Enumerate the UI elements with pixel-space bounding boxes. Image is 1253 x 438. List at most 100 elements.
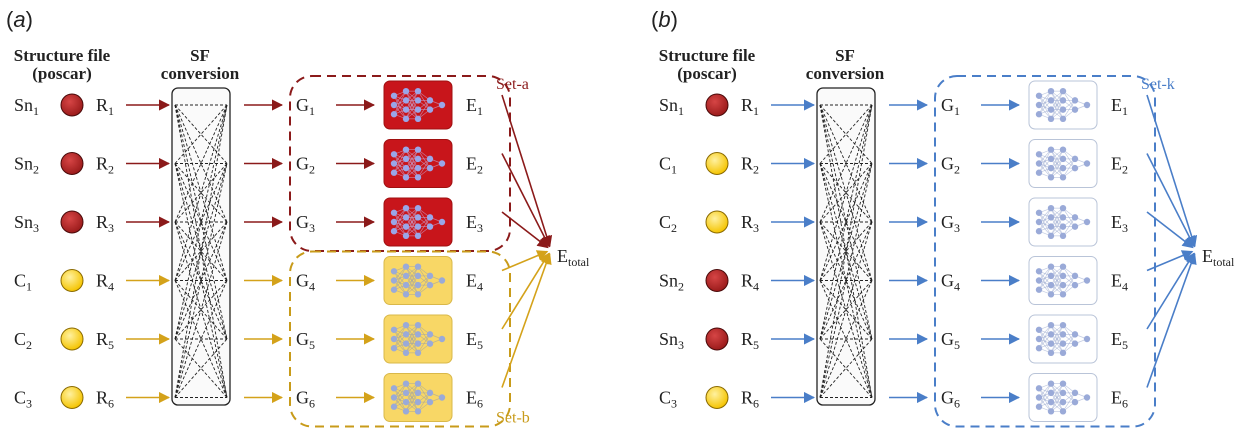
set-box — [934, 75, 1156, 428]
descriptor-label: G2 — [296, 154, 315, 177]
descriptor-label: G4 — [941, 271, 960, 294]
sphere-icon — [60, 386, 84, 409]
atom-row: C1 R4 G4 E4 — [14, 250, 549, 305]
descriptor-label: G2 — [941, 154, 960, 177]
energy-arrow — [501, 211, 549, 249]
neural-network-icon — [1028, 80, 1098, 130]
element-label: Sn1 — [659, 95, 684, 118]
descriptor-label: G5 — [941, 329, 960, 352]
sphere-icon — [705, 327, 729, 351]
descriptor-label: G3 — [296, 212, 315, 235]
atomic-energy-label: E6 — [466, 388, 483, 411]
atom-row: Sn3 R3 G3 E3 — [14, 197, 549, 249]
atom-row: Sn1 R1 G1 E1 — [14, 80, 553, 248]
element-label: C3 — [14, 388, 32, 411]
descriptor-label: G1 — [941, 95, 960, 118]
neural-network-icon — [1028, 314, 1098, 364]
descriptor-label: G6 — [296, 388, 315, 411]
set-box — [289, 75, 511, 252]
neural-network-icon — [383, 197, 453, 247]
atom-row: C1 R2 G2 E2 — [659, 139, 1195, 248]
energy-arrow — [501, 94, 553, 248]
sf-conversion-header: conversion — [806, 64, 885, 83]
position-label: R4 — [96, 271, 114, 294]
sphere-icon — [705, 386, 729, 409]
structure-file-header: Structure file — [659, 46, 756, 65]
structure-file-header: Structure file — [14, 46, 111, 65]
sf-cross-lines — [174, 104, 228, 398]
neural-network-icon — [383, 314, 453, 364]
element-label: C2 — [659, 212, 677, 235]
energy-arrow — [1146, 94, 1198, 248]
atom-row: Sn2 R2 G2 E2 — [14, 139, 550, 248]
sphere-icon — [705, 210, 729, 234]
element-label: Sn2 — [659, 271, 684, 294]
element-label: C2 — [14, 329, 32, 352]
atom-row: Sn2 R4 G4 E4 — [659, 250, 1194, 305]
atomic-energy-label: E3 — [1111, 212, 1128, 235]
descriptor-label: G4 — [296, 271, 315, 294]
atom-row: C2 R5 G5 E5 — [14, 252, 550, 364]
element-label: C3 — [659, 388, 677, 411]
sphere-icon — [60, 210, 84, 234]
sf-conversion-header: conversion — [161, 64, 240, 83]
position-label: R5 — [96, 329, 114, 352]
position-label: R2 — [96, 154, 114, 177]
panel-label: (b) — [651, 7, 678, 32]
neural-network-icon — [383, 256, 453, 305]
atom-row: C3 R6 G6 E6 — [659, 252, 1197, 422]
atomic-energy-label: E3 — [466, 212, 483, 235]
energy-arrow — [501, 252, 552, 388]
energy-arrow — [1146, 252, 1195, 330]
total-energy-label: Etotal — [1202, 246, 1235, 269]
atomic-energy-label: E5 — [466, 329, 483, 352]
atom-row: Sn1 R1 G1 E1 — [659, 80, 1198, 248]
position-label: R3 — [741, 212, 759, 235]
atomic-energy-label: E5 — [1111, 329, 1128, 352]
element-label: Sn2 — [14, 154, 39, 177]
sphere-icon — [705, 269, 729, 292]
sphere-icon — [60, 269, 84, 292]
set-label: Set-a — [496, 76, 529, 93]
sphere-icon — [705, 93, 729, 117]
position-label: R2 — [741, 154, 759, 177]
descriptor-label: G5 — [296, 329, 315, 352]
sphere-icon — [60, 152, 84, 175]
neural-network-icon — [383, 80, 453, 130]
atomic-energy-label: E1 — [466, 95, 483, 118]
structure-file-header: (poscar) — [32, 64, 91, 83]
descriptor-label: G3 — [941, 212, 960, 235]
structure-file-header: (poscar) — [677, 64, 736, 83]
energy-arrow — [1146, 153, 1195, 248]
element-label: Sn3 — [659, 329, 684, 352]
neural-network-icon — [383, 373, 453, 422]
sphere-icon — [60, 93, 84, 117]
position-label: R1 — [96, 95, 114, 118]
energy-arrow — [501, 153, 550, 248]
atomic-energy-label: E1 — [1111, 95, 1128, 118]
neural-network-icon — [1028, 139, 1098, 188]
atomic-energy-label: E2 — [1111, 154, 1128, 177]
energy-arrow — [501, 252, 550, 330]
position-label: R4 — [741, 271, 759, 294]
atom-row: Sn3 R5 G5 E5 — [659, 252, 1195, 364]
sphere-icon — [60, 327, 84, 351]
atomic-energy-label: E4 — [466, 271, 483, 294]
energy-arrow — [1146, 252, 1197, 388]
sf-cross-lines — [819, 104, 873, 398]
element-label: Sn1 — [14, 95, 39, 118]
neural-network-icon — [1028, 256, 1098, 305]
element-label: C1 — [14, 271, 32, 294]
neural-network-icon — [1028, 373, 1098, 422]
sf-conversion-header: SF — [190, 46, 210, 65]
neural-network-icon — [1028, 197, 1098, 247]
atom-row: C3 R6 G6 E6 — [14, 252, 552, 422]
position-label: R3 — [96, 212, 114, 235]
atomic-energy-label: E4 — [1111, 271, 1128, 294]
neural-network-icon — [383, 139, 453, 188]
position-label: R5 — [741, 329, 759, 352]
energy-arrow — [1146, 211, 1194, 249]
